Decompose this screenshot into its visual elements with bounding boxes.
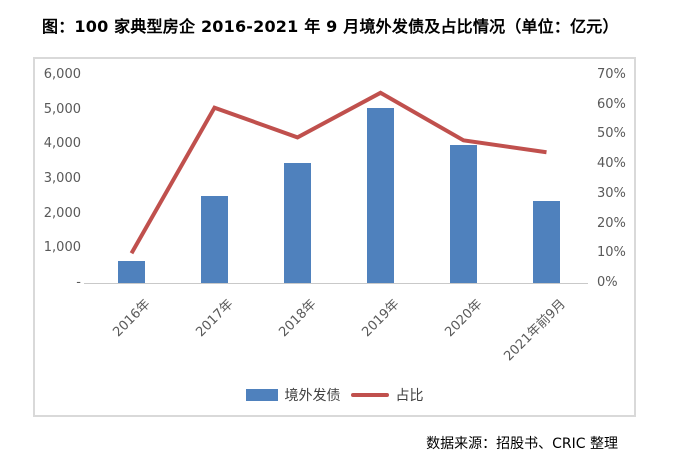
- y-axis-right-label: 40%: [597, 156, 626, 172]
- legend-label-bar-series: 境外发债: [284, 388, 341, 404]
- bar-series-swatch: [245, 389, 278, 401]
- legend: 境外发债 占比: [33, 385, 636, 405]
- y-axis-right-label: 50%: [597, 126, 626, 142]
- bar-2017年: [201, 196, 228, 283]
- bar-2019年: [367, 107, 394, 283]
- legend-item-line-series: 占比: [350, 385, 424, 405]
- bar-2018年: [284, 163, 311, 283]
- y-axis-left-label: -: [76, 275, 81, 290]
- y-axis-left-label: 1,000: [43, 240, 81, 256]
- y-axis-right-label: 0%: [597, 275, 618, 290]
- bar-2020年: [450, 145, 477, 283]
- y-axis-right-label: 60%: [597, 96, 626, 112]
- bar-2021年前9月: [533, 200, 560, 283]
- legend-item-bar-series: 境外发债: [245, 385, 341, 405]
- data-source-note: 数据来源：招股书、CRIC 整理: [426, 436, 618, 452]
- x-axis-line: [84, 283, 588, 284]
- y-axis-right-label: 20%: [597, 215, 626, 231]
- y-axis-right-label: 30%: [597, 185, 626, 201]
- line-series-swatch: [350, 393, 389, 397]
- y-axis-right-label: 10%: [597, 245, 626, 261]
- y-axis-left-label: 4,000: [43, 136, 81, 152]
- chart-title: 图：100 家典型房企 2016-2021 年 9 月境外发债及占比情况（单位：…: [42, 17, 619, 36]
- y-axis-left-label: 3,000: [43, 171, 81, 186]
- y-axis-left-label: 5,000: [43, 101, 81, 117]
- y-axis-left-label: 2,000: [43, 205, 81, 221]
- y-axis-left-label: 6,000: [43, 67, 81, 82]
- y-axis-right-label: 70%: [597, 67, 626, 82]
- legend-label-line-series: 占比: [395, 388, 424, 404]
- bar-2016年: [118, 261, 145, 283]
